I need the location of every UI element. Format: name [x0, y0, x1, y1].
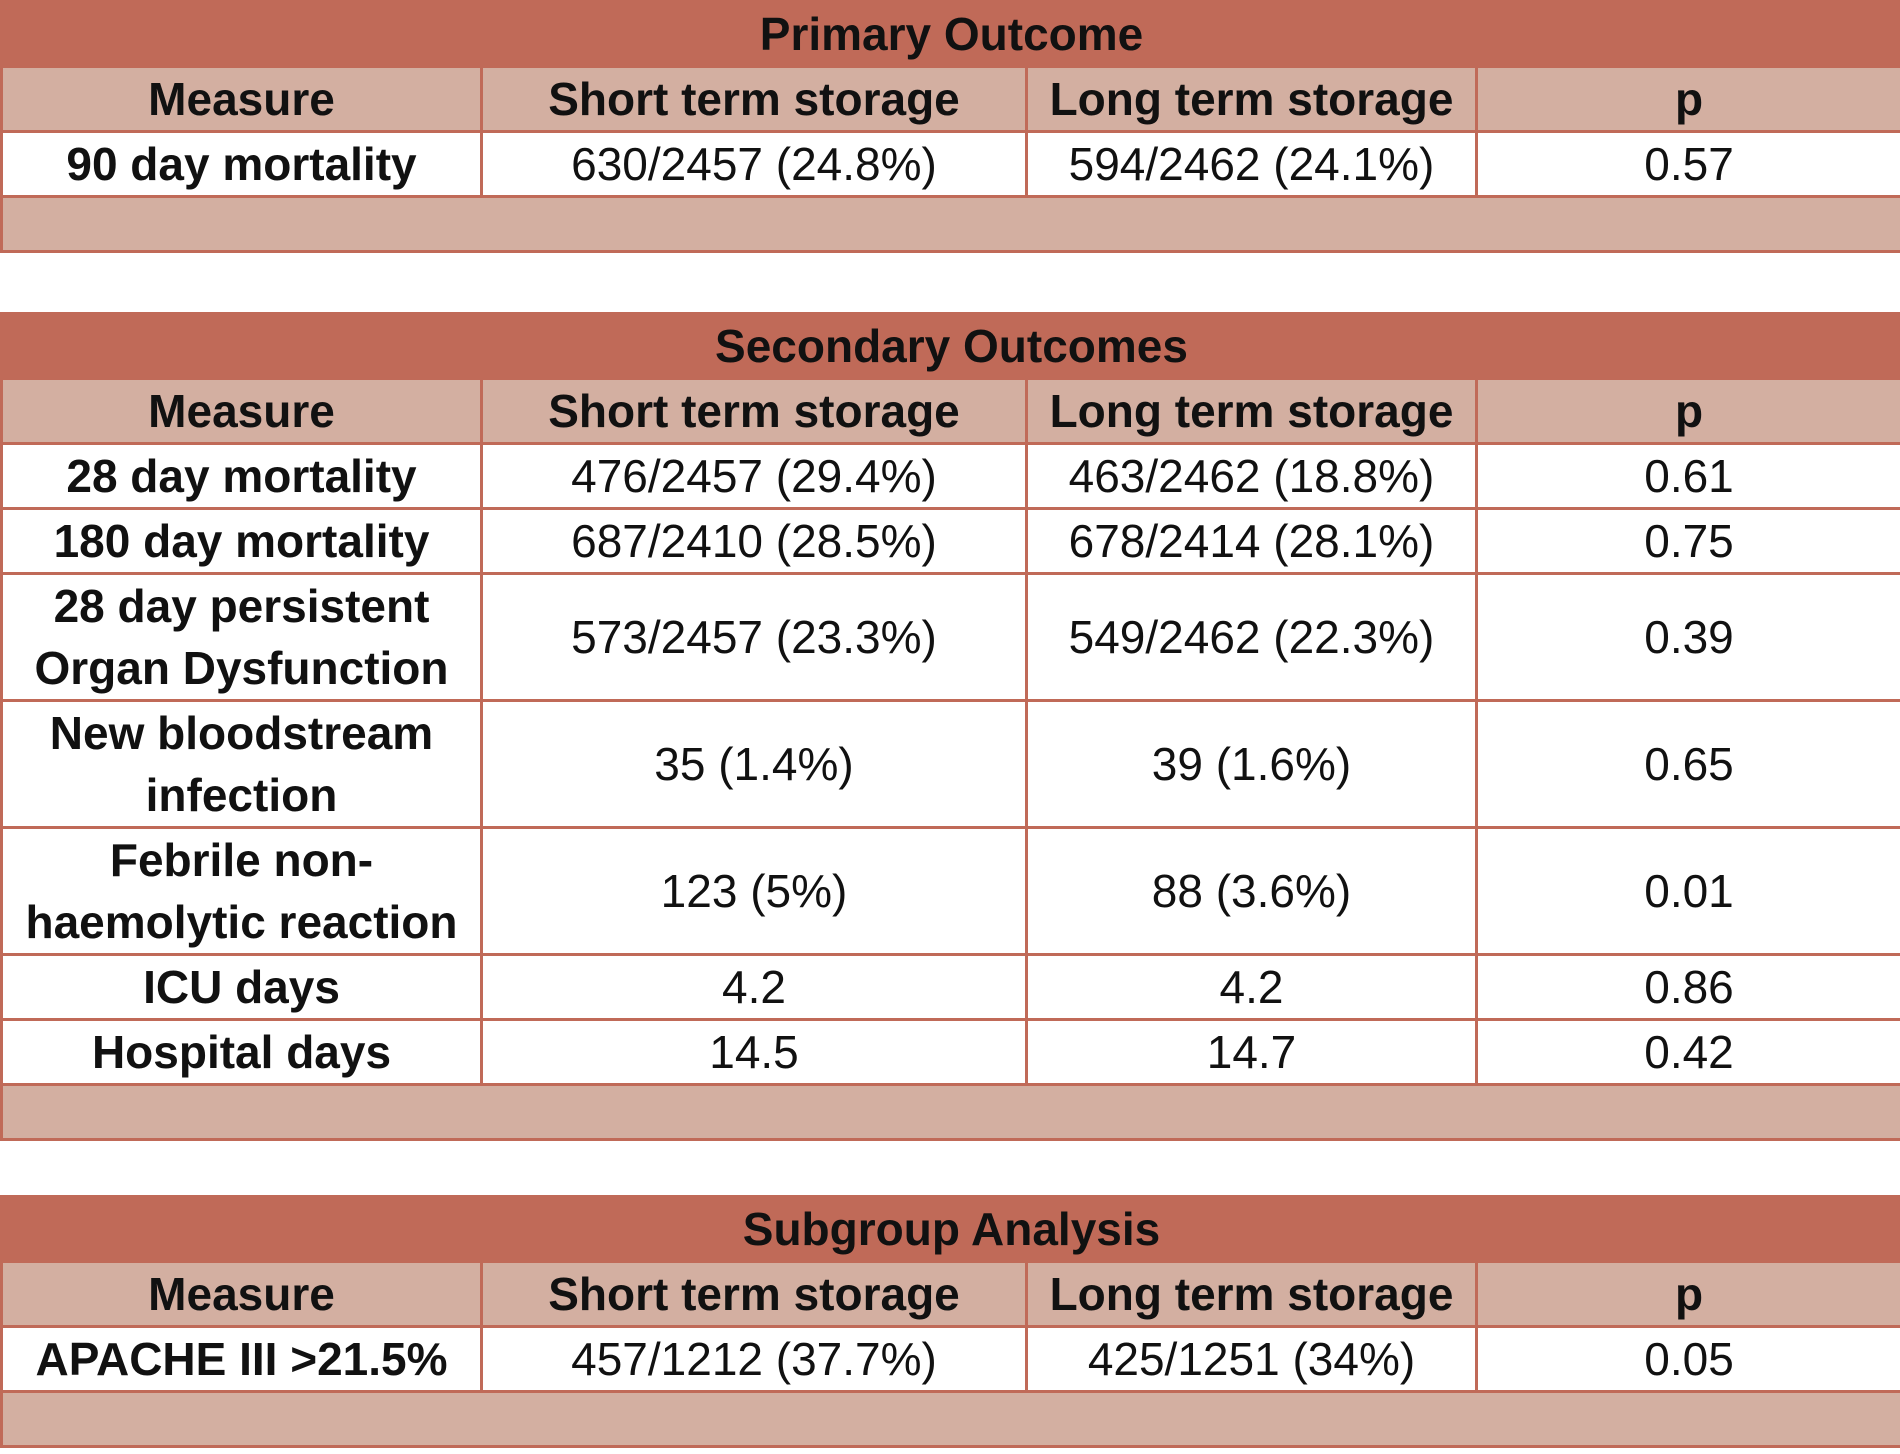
measure-cell: Hospital days — [0, 1018, 483, 1086]
table-row: 28 day mortality 476/2457 (29.4%) 463/24… — [0, 442, 1900, 510]
long-term-cell: 4.2 — [1025, 953, 1478, 1021]
p-value-cell: 0.57 — [1474, 130, 1900, 198]
long-term-cell: 88 (3.6%) — [1025, 826, 1478, 956]
table-row: 28 day persistent Organ Dysfunction 573/… — [0, 572, 1900, 702]
header-row: Measure Short term storage Long term sto… — [0, 377, 1900, 445]
column-header: Measure — [0, 377, 483, 445]
table-row: 180 day mortality 687/2410 (28.5%) 678/2… — [0, 507, 1900, 575]
header-row: Measure Short term storage Long term sto… — [0, 65, 1900, 133]
p-value-cell: 0.65 — [1475, 699, 1900, 829]
short-term-cell: 35 (1.4%) — [480, 699, 1028, 829]
secondary-outcomes-table: Secondary Outcomes Measure Short term st… — [0, 312, 1900, 1141]
long-term-cell: 425/1251 (34%) — [1025, 1325, 1478, 1393]
measure-cell: 28 day mortality — [0, 442, 483, 510]
short-term-cell: 630/2457 (24.8%) — [480, 130, 1028, 198]
measure-cell: Febrile non-haemolytic reaction — [0, 826, 483, 956]
long-term-cell: 14.7 — [1025, 1018, 1478, 1086]
p-value-cell: 0.01 — [1475, 826, 1900, 956]
column-header: Short term storage — [480, 1260, 1028, 1328]
table-title-row: Secondary Outcomes — [0, 312, 1900, 380]
long-term-cell: 678/2414 (28.1%) — [1025, 507, 1478, 575]
p-value-cell: 0.05 — [1474, 1325, 1900, 1393]
p-value-cell: 0.61 — [1475, 442, 1900, 510]
column-header: Short term storage — [480, 377, 1028, 445]
p-value-cell: 0.39 — [1475, 572, 1900, 702]
table-footer-row — [0, 195, 1900, 253]
table-title: Primary Outcome — [0, 0, 1900, 68]
column-header: Measure — [0, 1260, 483, 1328]
table-row: New bloodstream infection 35 (1.4%) 39 (… — [0, 699, 1900, 829]
short-term-cell: 4.2 — [480, 953, 1028, 1021]
table-footer — [0, 1083, 1900, 1141]
short-term-cell: 476/2457 (29.4%) — [480, 442, 1028, 510]
short-term-cell: 687/2410 (28.5%) — [480, 507, 1028, 575]
table-footer — [0, 1390, 1900, 1448]
p-value-cell: 0.86 — [1475, 953, 1900, 1021]
column-header: Short term storage — [480, 65, 1028, 133]
measure-cell: 28 day persistent Organ Dysfunction — [0, 572, 483, 702]
table-row: ICU days 4.2 4.2 0.86 — [0, 953, 1900, 1021]
column-header: p — [1474, 65, 1900, 133]
measure-cell: ICU days — [0, 953, 483, 1021]
short-term-cell: 457/1212 (37.7%) — [480, 1325, 1028, 1393]
table-footer-row — [0, 1083, 1900, 1141]
short-term-cell: 14.5 — [480, 1018, 1028, 1086]
table-row: APACHE III >21.5% 457/1212 (37.7%) 425/1… — [0, 1325, 1900, 1393]
short-term-cell: 123 (5%) — [480, 826, 1028, 956]
column-header: p — [1474, 1260, 1900, 1328]
table-title-row: Subgroup Analysis — [0, 1195, 1900, 1263]
table-row: 90 day mortality 630/2457 (24.8%) 594/24… — [0, 130, 1900, 198]
column-header: Long term storage — [1025, 377, 1478, 445]
table-footer-row — [0, 1390, 1900, 1448]
column-header: Measure — [0, 65, 483, 133]
table-row: Febrile non-haemolytic reaction 123 (5%)… — [0, 826, 1900, 956]
column-header: Long term storage — [1025, 1260, 1478, 1328]
long-term-cell: 39 (1.6%) — [1025, 699, 1478, 829]
measure-cell: 90 day mortality — [0, 130, 483, 198]
table-title: Secondary Outcomes — [0, 312, 1900, 380]
long-term-cell: 463/2462 (18.8%) — [1025, 442, 1478, 510]
long-term-cell: 594/2462 (24.1%) — [1025, 130, 1478, 198]
table-title: Subgroup Analysis — [0, 1195, 1900, 1263]
short-term-cell: 573/2457 (23.3%) — [480, 572, 1028, 702]
table-row: Hospital days 14.5 14.7 0.42 — [0, 1018, 1900, 1086]
p-value-cell: 0.42 — [1475, 1018, 1900, 1086]
measure-cell: New bloodstream infection — [0, 699, 483, 829]
long-term-cell: 549/2462 (22.3%) — [1025, 572, 1478, 702]
table-title-row: Primary Outcome — [0, 0, 1900, 68]
table-footer — [0, 195, 1900, 253]
header-row: Measure Short term storage Long term sto… — [0, 1260, 1900, 1328]
measure-cell: 180 day mortality — [0, 507, 483, 575]
measure-cell: APACHE III >21.5% — [0, 1325, 483, 1393]
subgroup-analysis-table: Subgroup Analysis Measure Short term sto… — [0, 1195, 1900, 1448]
column-header: Long term storage — [1025, 65, 1478, 133]
p-value-cell: 0.75 — [1475, 507, 1900, 575]
column-header: p — [1475, 377, 1900, 445]
primary-outcome-table: Primary Outcome Measure Short term stora… — [0, 0, 1900, 253]
